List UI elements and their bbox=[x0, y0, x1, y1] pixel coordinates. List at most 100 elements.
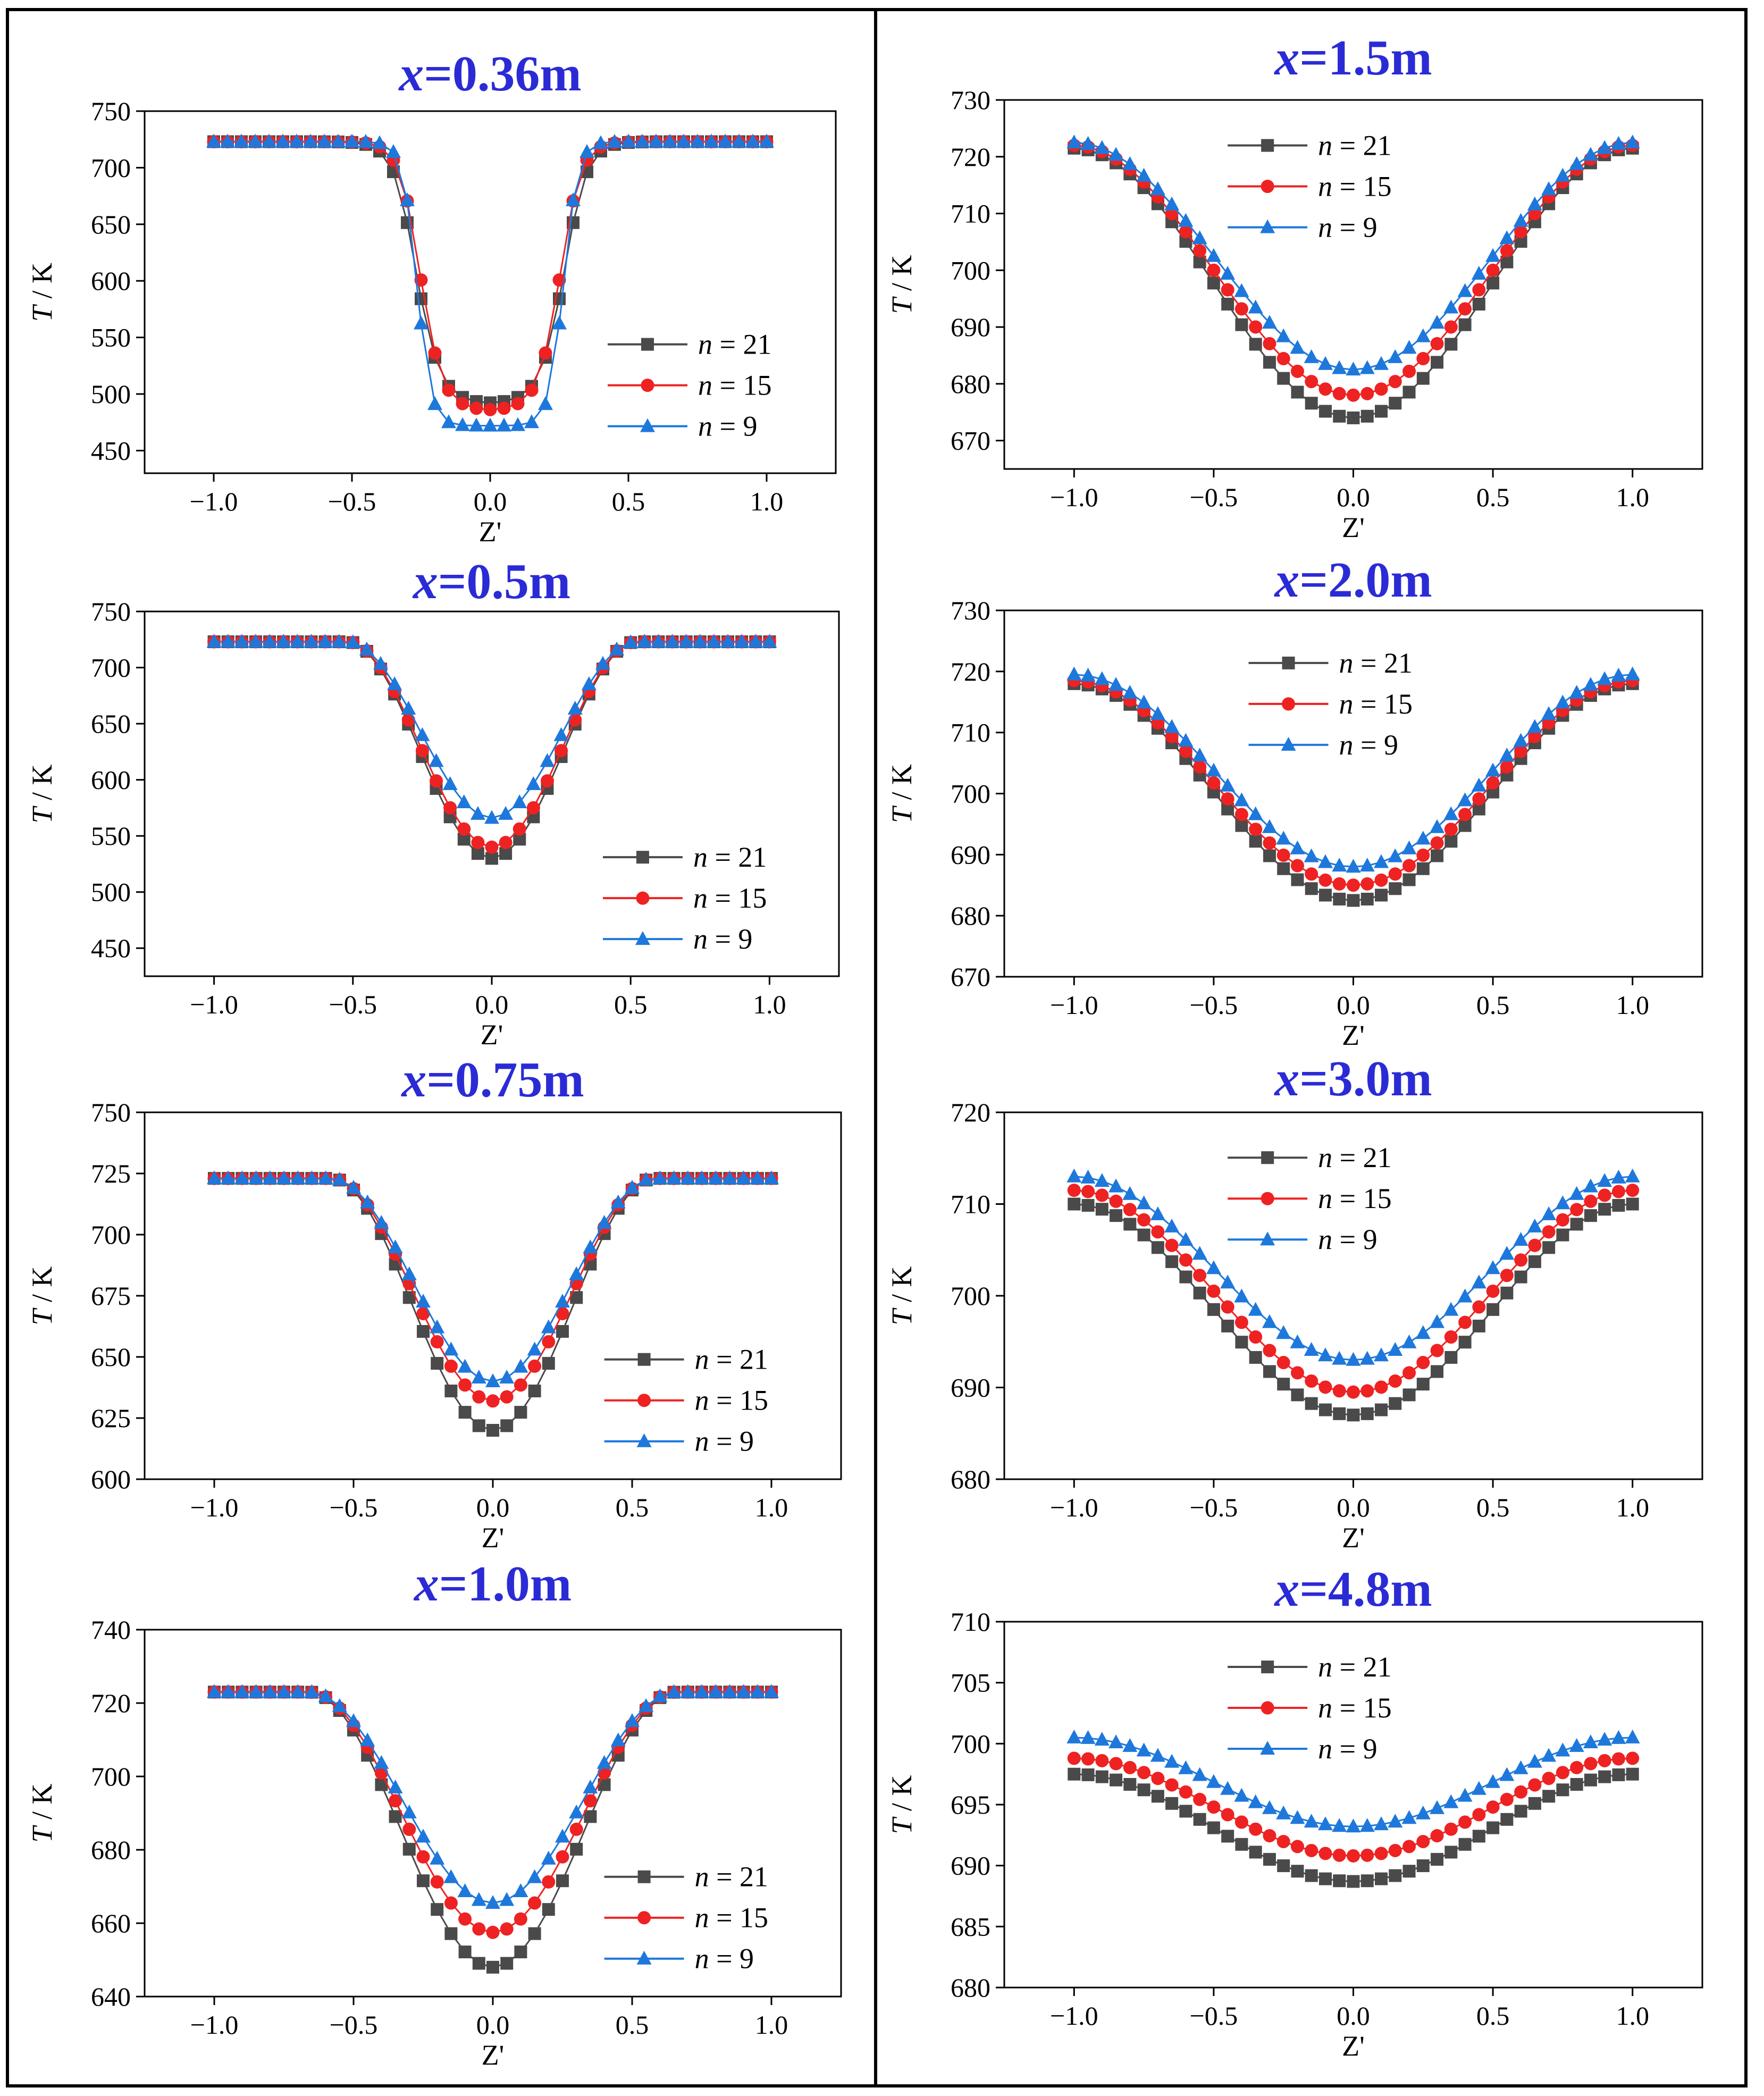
data-point-marker bbox=[1305, 397, 1318, 410]
x-axis-label: Z' bbox=[481, 1019, 503, 1051]
data-point-marker bbox=[708, 1684, 724, 1698]
y-tick-label: 700 bbox=[951, 1729, 990, 1758]
data-point-marker bbox=[510, 417, 525, 431]
y-tick-label: 700 bbox=[951, 255, 990, 285]
data-point-marker bbox=[1081, 1198, 1095, 1212]
data-point-marker bbox=[525, 383, 539, 397]
data-point-marker bbox=[1472, 283, 1486, 297]
data-point-marker bbox=[1402, 385, 1416, 399]
legend-label-value: = 21 bbox=[1332, 1142, 1391, 1173]
y-axis-label: T / K bbox=[26, 1783, 58, 1842]
data-point-marker bbox=[1430, 836, 1444, 850]
data-point-marker bbox=[569, 1822, 583, 1836]
data-point-marker bbox=[444, 1927, 458, 1940]
data-point-marker bbox=[556, 1874, 569, 1888]
data-point-marker bbox=[1262, 819, 1277, 833]
data-point-marker bbox=[1583, 1178, 1598, 1193]
y-tick-label: 650 bbox=[91, 209, 131, 239]
x-tick-label: −0.5 bbox=[1190, 1493, 1238, 1522]
data-point-marker bbox=[1347, 1849, 1360, 1863]
legend-marker bbox=[637, 1353, 651, 1366]
data-point-marker bbox=[220, 633, 236, 648]
chart-title-variable: x bbox=[1273, 1562, 1299, 1617]
data-point-marker bbox=[471, 836, 485, 850]
data-point-marker bbox=[497, 401, 511, 415]
legend-label-variable: n bbox=[693, 841, 708, 873]
data-point-marker bbox=[1346, 362, 1361, 376]
legend: n = 21n = 15n = 9 bbox=[604, 1861, 768, 1975]
data-point-marker bbox=[1109, 1757, 1123, 1771]
data-point-marker bbox=[1569, 156, 1584, 170]
data-point-marker bbox=[1431, 849, 1444, 862]
data-point-marker bbox=[1178, 1231, 1194, 1246]
data-point-marker bbox=[332, 1171, 347, 1186]
data-point-marker bbox=[469, 417, 484, 432]
series-square bbox=[1068, 1197, 1639, 1422]
legend: n = 21n = 15n = 9 bbox=[1228, 1651, 1392, 1765]
data-point-marker bbox=[1569, 1186, 1584, 1200]
data-point-marker bbox=[1137, 1228, 1150, 1242]
data-point-marker bbox=[486, 1394, 500, 1408]
legend-label: n = 9 bbox=[695, 1426, 754, 1457]
x-tick-label: −1.0 bbox=[190, 1493, 239, 1522]
data-point-marker bbox=[1402, 873, 1416, 886]
x-tick-label: 0.5 bbox=[1476, 990, 1510, 1020]
data-point-marker bbox=[262, 1170, 278, 1185]
data-point-marker bbox=[1276, 328, 1291, 342]
data-point-marker bbox=[1444, 320, 1458, 334]
y-axis-label-variable: T bbox=[886, 1816, 918, 1834]
data-point-marker bbox=[428, 346, 442, 360]
data-point-marker bbox=[704, 133, 719, 148]
data-point-marker bbox=[427, 396, 442, 410]
data-point-marker bbox=[1304, 1814, 1319, 1828]
y-axis-label: T / K bbox=[886, 1775, 918, 1834]
data-point-marker bbox=[764, 1684, 779, 1698]
data-point-marker bbox=[374, 1214, 389, 1229]
chart-title-value: =0.75m bbox=[426, 1052, 584, 1108]
data-point-marker bbox=[1095, 1770, 1108, 1783]
data-point-marker bbox=[1569, 1738, 1584, 1752]
y-axis-label-variable: T bbox=[26, 304, 58, 322]
data-point-marker bbox=[1178, 213, 1194, 227]
data-point-marker bbox=[583, 1239, 598, 1254]
data-point-marker bbox=[1332, 858, 1347, 872]
data-point-marker bbox=[635, 133, 650, 148]
data-point-marker bbox=[1389, 882, 1402, 895]
data-point-marker bbox=[1276, 1356, 1290, 1370]
data-point-marker bbox=[514, 1912, 527, 1926]
data-point-marker bbox=[1444, 1822, 1458, 1836]
data-point-marker bbox=[1416, 848, 1430, 862]
data-point-marker bbox=[552, 315, 567, 330]
data-point-marker bbox=[1611, 667, 1626, 682]
data-point-marker bbox=[1332, 1818, 1347, 1832]
data-point-marker bbox=[1514, 1785, 1528, 1799]
legend: n = 21n = 15n = 9 bbox=[1248, 647, 1413, 761]
data-point-marker bbox=[1472, 1319, 1485, 1332]
data-point-marker bbox=[1472, 1830, 1485, 1843]
data-point-marker bbox=[1597, 671, 1612, 685]
data-point-marker bbox=[1375, 405, 1388, 418]
data-point-marker bbox=[1068, 1197, 1081, 1211]
chart-panel-7: x=1.0m −1.0 −0.5 0.0 0.5 1.0 640 660 680 700 720 74… bbox=[26, 1556, 842, 2071]
y-tick-label: 680 bbox=[951, 901, 990, 930]
x-tick-label: 1.0 bbox=[755, 1493, 788, 1522]
legend-label: n = 15 bbox=[698, 370, 771, 401]
x-tick-label: 1.0 bbox=[1616, 990, 1649, 1020]
data-point-marker bbox=[1500, 1269, 1514, 1282]
data-point-marker bbox=[1485, 1774, 1501, 1788]
data-point-marker bbox=[471, 1370, 486, 1384]
data-point-marker bbox=[360, 1732, 375, 1747]
data-point-marker bbox=[1290, 364, 1304, 378]
chart-panel-3: x=0.5m −1.0 −0.5 0.0 0.5 1.0 450 500 550 600 650 70… bbox=[26, 554, 840, 1051]
data-point-marker bbox=[555, 744, 568, 758]
data-point-marker bbox=[1360, 1407, 1374, 1420]
data-point-marker bbox=[457, 1883, 473, 1897]
data-point-marker bbox=[1472, 297, 1485, 311]
data-point-marker bbox=[499, 836, 513, 850]
x-axis-label: Z' bbox=[482, 1522, 505, 1554]
data-point-marker bbox=[500, 1419, 514, 1432]
data-point-marker bbox=[609, 641, 625, 656]
data-point-marker bbox=[1626, 1197, 1639, 1211]
data-point-marker bbox=[1388, 1342, 1403, 1356]
data-point-marker bbox=[1150, 706, 1165, 720]
